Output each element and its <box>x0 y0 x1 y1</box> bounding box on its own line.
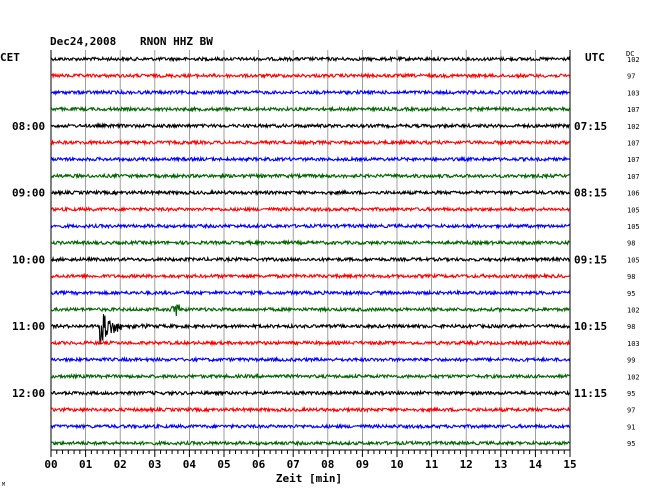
traces <box>50 55 571 447</box>
dc-value: 105 <box>627 223 640 231</box>
right-hour-label: 07:15 <box>574 120 607 133</box>
left-hour-label: 10:00 <box>12 253 45 266</box>
dc-value: 95 <box>627 390 635 398</box>
trace-row-13 <box>50 272 571 280</box>
right-timezone-label: UTC <box>585 51 605 64</box>
dc-value: 102 <box>627 56 640 64</box>
corner-mark: M <box>2 482 5 488</box>
x-tick-label: 04 <box>183 458 197 471</box>
dc-value: 107 <box>627 173 640 181</box>
dc-value: 107 <box>627 140 640 148</box>
x-tick-label: 14 <box>529 458 543 471</box>
trace-row-2 <box>50 88 570 97</box>
left-hour-label: 09:00 <box>12 187 45 200</box>
dc-label: DC <box>626 50 634 58</box>
dc-value: 97 <box>627 73 635 81</box>
left-hour-label: 12:00 <box>12 387 45 400</box>
right-hour-label: 11:15 <box>574 387 607 400</box>
dc-value: 91 <box>627 423 635 431</box>
x-tick-label: 06 <box>252 458 266 471</box>
x-tick-label: 10 <box>390 458 403 471</box>
grid <box>50 50 571 450</box>
dc-value: 98 <box>627 240 635 248</box>
dc-value: 107 <box>627 106 640 114</box>
x-tick-label: 12 <box>460 458 473 471</box>
trace-row-5 <box>50 138 570 147</box>
dc-value: 95 <box>627 290 635 298</box>
trace-row-15 <box>50 304 570 317</box>
trace-row-23 <box>50 439 570 447</box>
trace-row-14 <box>50 289 571 297</box>
time-labels: 102 97 103 107 102 107 107 107 106 105 105 98 105 98 9… <box>12 56 640 448</box>
trace-row-7 <box>50 172 571 180</box>
dc-value: 105 <box>627 256 640 264</box>
trace-row-12 <box>51 255 571 264</box>
left-hour-label: 11:00 <box>12 320 45 333</box>
x-tick-label: 00 <box>44 458 57 471</box>
dc-value: 102 <box>627 307 640 315</box>
dc-value: 107 <box>627 156 640 164</box>
dc-value: 97 <box>627 407 635 415</box>
right-hour-label: 09:15 <box>574 253 607 266</box>
dc-value: 103 <box>627 340 640 348</box>
trace-row-21 <box>50 406 571 414</box>
right-hour-label: 10:15 <box>574 320 607 333</box>
trace-row-10 <box>50 222 571 230</box>
dc-value: 103 <box>627 89 640 97</box>
x-tick-label: 11 <box>425 458 439 471</box>
x-tick-label: 08 <box>321 458 334 471</box>
x-tick-label: 05 <box>217 458 230 471</box>
trace-row-4 <box>50 122 570 130</box>
x-tick-label: 01 <box>79 458 93 471</box>
dc-value: 105 <box>627 206 640 214</box>
dc-value: 95 <box>627 440 635 448</box>
x-tick-label: 09 <box>356 458 369 471</box>
trace-row-1 <box>50 72 571 80</box>
dc-value: 99 <box>627 357 635 365</box>
left-timezone-label: CET <box>0 51 20 64</box>
x-tick-label: 13 <box>494 458 507 471</box>
trace-row-18 <box>50 355 571 364</box>
x-tick-label: 02 <box>114 458 127 471</box>
x-tick-label: 15 <box>563 458 576 471</box>
dc-value: 102 <box>627 373 640 381</box>
x-tick-label: 07 <box>287 458 300 471</box>
dc-value: 106 <box>627 190 640 198</box>
trace-row-0 <box>50 55 571 63</box>
station-label: RNON HHZ BW <box>140 35 213 48</box>
trace-row-19 <box>50 372 570 380</box>
left-hour-label: 08:00 <box>12 120 45 133</box>
dc-value: 98 <box>627 273 635 281</box>
date-label: Dec24,2008 <box>50 35 116 48</box>
x-axis: 00 01 02 03 04 05 06 07 08 09 10 11 12 13 14 15 <box>44 449 577 471</box>
trace-row-22 <box>50 422 571 431</box>
trace-row-16 <box>50 314 571 345</box>
x-tick-label: 03 <box>148 458 161 471</box>
trace-row-8 <box>51 188 570 197</box>
dc-value: 98 <box>627 323 635 331</box>
trace-row-17 <box>50 339 571 347</box>
trace-row-6 <box>50 155 571 163</box>
trace-row-11 <box>50 238 570 247</box>
trace-row-20 <box>50 389 571 397</box>
right-hour-label: 08:15 <box>574 187 607 200</box>
trace-row-3 <box>50 105 571 113</box>
trace-row-9 <box>50 205 571 213</box>
dc-value: 102 <box>627 123 640 131</box>
x-axis-title: Zeit [min] <box>276 472 342 485</box>
